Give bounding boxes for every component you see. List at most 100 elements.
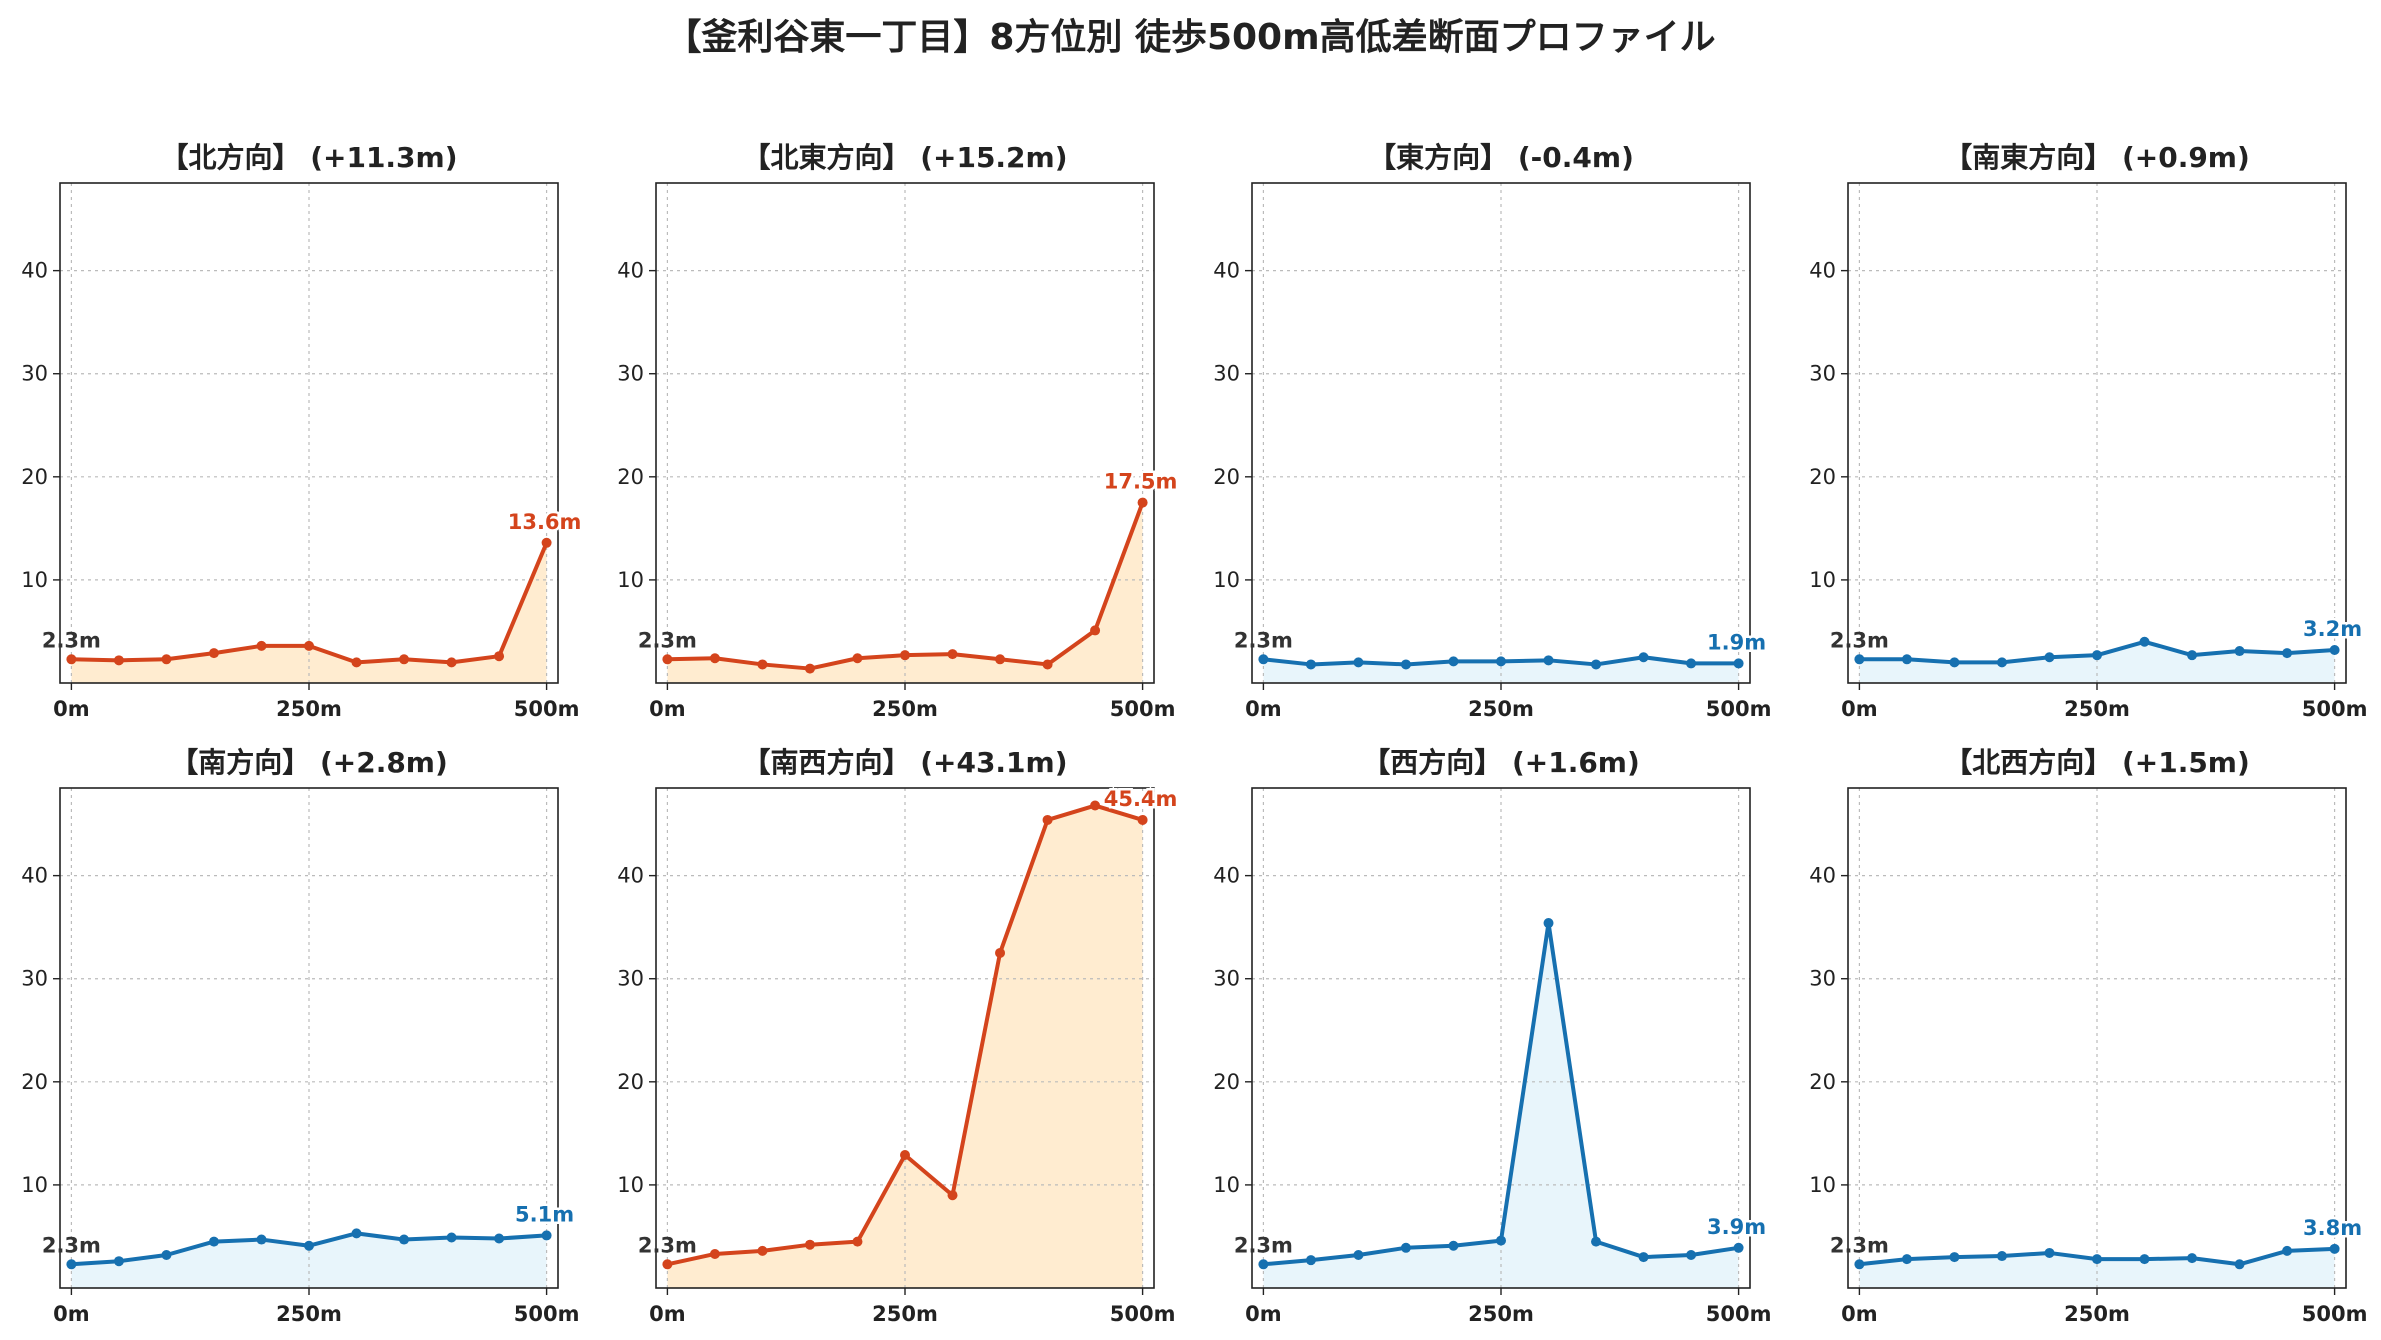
end-label: 13.6m [508,510,582,534]
data-point [1638,652,1649,663]
x-tick-label: 0m [1841,1302,1878,1326]
start-label: 2.3m [42,1233,101,1257]
y-tick-label: 40 [617,864,644,888]
start-label: 2.3m [638,628,697,652]
data-point [1901,654,1912,665]
data-point [662,654,673,665]
data-point [1090,800,1101,811]
x-tick-label: 500m [1706,697,1772,721]
data-point [662,1259,673,1270]
data-point [2044,652,2055,663]
data-point [852,1236,863,1247]
data-point [351,657,362,668]
data-point [1733,1242,1744,1253]
panel-title: 【南方向】 (+2.8m) [170,746,448,779]
x-tick-label: 250m [2064,697,2130,721]
axes-frame [1847,787,2347,1289]
x-tick-label: 0m [649,1302,686,1326]
x-tick-label: 250m [872,697,938,721]
x-tick-label: 250m [872,1302,938,1326]
data-point [2187,1253,2198,1264]
data-point [66,654,77,665]
panel-5: 【南西方向】 (+43.1m) 10 20 30 40 0m 250m 500m 2.3m 45.… [617,746,1180,1326]
data-point [1996,657,2007,668]
y-tick-label: 10 [21,1173,48,1197]
data-point [1137,497,1148,508]
y-tick-label: 20 [617,1070,644,1094]
y-tick-label: 30 [1809,362,1836,386]
y-tick-label: 30 [617,967,644,991]
x-tick-label: 0m [1245,1302,1282,1326]
data-point [304,1240,314,1251]
y-tick-label: 40 [21,864,48,888]
axes-frame [1251,182,1751,684]
y-tick-label: 10 [617,568,644,592]
data-point [1042,814,1053,825]
y-tick-label: 10 [1809,1173,1836,1197]
data-point [1543,918,1554,929]
x-tick-label: 0m [649,697,686,721]
data-point [995,947,1006,958]
panel-title: 【北西方向】 (+1.5m) [1944,746,2250,779]
data-point [1448,656,1459,667]
data-point [541,1230,552,1241]
x-tick-label: 250m [1468,697,1534,721]
x-tick-label: 0m [53,1302,90,1326]
y-tick-label: 20 [1809,1070,1836,1094]
y-tick-label: 40 [617,259,644,283]
y-tick-label: 20 [617,465,644,489]
data-point [757,659,768,670]
data-point [1996,1251,2007,1262]
panel-4: 【南方向】 (+2.8m) 10 20 30 40 0m 250m 500m 2.3m 5.1m [21,746,579,1326]
data-point [494,1233,505,1244]
y-tick-label: 40 [1213,259,1240,283]
end-label: 1.9m [1707,630,1766,654]
data-point [1305,659,1316,670]
data-point [1305,1255,1316,1266]
x-tick-label: 0m [1245,697,1282,721]
y-tick-label: 20 [21,1070,48,1094]
data-point [446,657,457,668]
data-point [2234,1259,2245,1270]
data-point [1353,1250,1364,1261]
start-label: 2.3m [1830,1233,1889,1257]
data-point [304,640,314,651]
x-tick-label: 500m [2302,1302,2368,1326]
y-tick-label: 10 [21,568,48,592]
data-point [804,1239,815,1250]
x-tick-label: 0m [53,697,90,721]
data-point [2234,646,2245,657]
x-tick-label: 250m [2064,1302,2130,1326]
y-tick-label: 10 [1809,568,1836,592]
panel-3: 【南東方向】 (+0.9m) 10 20 30 40 0m 250m 500m 2.3m 3.2m [1809,141,2367,721]
data-point [1496,1235,1506,1246]
data-point [1258,1259,1269,1270]
data-point [757,1245,768,1256]
axes-frame [1847,182,2347,684]
data-point [1854,654,1865,665]
panel-6: 【西方向】 (+1.6m) 10 20 30 40 0m 250m 500m 2.3m 3.9m [1213,746,1771,1326]
data-point [351,1228,362,1239]
data-point [2139,1254,2150,1265]
axes-frame [59,787,559,1289]
series-line [1263,921,1739,1267]
data-point [1901,1254,1912,1265]
data-point [1543,655,1554,666]
y-tick-label: 10 [1213,1173,1240,1197]
x-tick-label: 0m [1841,697,1878,721]
axes-frame [655,182,1155,684]
panel-title: 【北方向】 (+11.3m) [160,141,457,174]
data-point [161,1250,172,1261]
panel-title: 【南西方向】 (+43.1m) [742,746,1067,779]
data-point [1258,654,1269,665]
start-label: 2.3m [1830,628,1889,652]
x-tick-label: 250m [276,1302,342,1326]
y-tick-label: 30 [21,362,48,386]
panel-7: 【北西方向】 (+1.5m) 10 20 30 40 0m 250m 500m 2.3m 3.8m [1809,746,2367,1326]
data-point [1400,1242,1411,1253]
y-tick-label: 30 [21,967,48,991]
panel-0: 【北方向】 (+11.3m) 10 20 30 40 0m 250m 500m 2.3m 13.6… [21,141,584,721]
panel-1: 【北東方向】 (+15.2m) 10 20 30 40 0m 250m 500m 2.3m 17.… [617,141,1180,721]
x-tick-label: 250m [1468,1302,1534,1326]
data-point [1042,659,1053,670]
